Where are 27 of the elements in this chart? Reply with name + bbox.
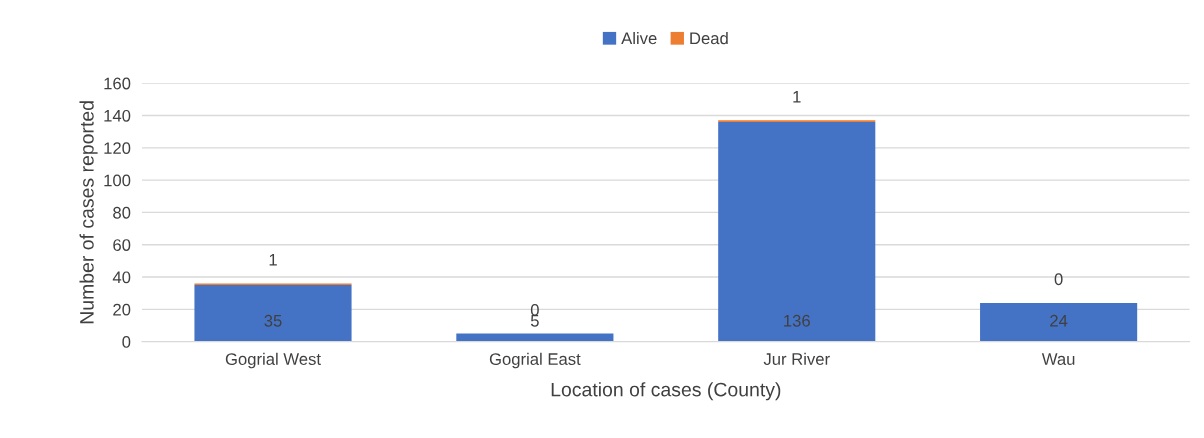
bar (980, 302, 1138, 342)
y-tick-label: 20 (113, 303, 131, 316)
y-tick-label: 140 (104, 109, 131, 122)
legend-label: Dead (690, 32, 728, 45)
y-tick-label: 0 (122, 336, 131, 348)
data-label: 35 (264, 314, 282, 327)
x-axis-title: Location of cases (County) (551, 382, 781, 401)
data-label: 1 (269, 254, 277, 266)
y-tick-label: 60 (113, 239, 131, 251)
y-tick-label: 40 (112, 271, 131, 284)
data-label: 5 (530, 315, 539, 327)
y-tick-label: 80 (113, 206, 131, 219)
y-axis-title: Number of cases reported (79, 101, 98, 324)
x-tick-label: Gogrial East (489, 352, 581, 369)
data-label: 0 (1054, 273, 1063, 286)
data-label: 24 (1050, 314, 1068, 327)
bar (194, 285, 352, 342)
data-label: 1 (793, 90, 801, 103)
y-tick-label: 160 (104, 77, 131, 90)
y-tick-label: 120 (104, 142, 131, 155)
x-tick-label: Wau (1041, 353, 1075, 365)
x-tick-label: Gogrial West (225, 352, 321, 369)
bar (718, 121, 876, 342)
legend-label: Alive (621, 32, 657, 45)
data-label: 136 (784, 314, 810, 327)
y-tick-label: 100 (104, 174, 131, 187)
x-tick-label: Jur River (763, 352, 830, 365)
